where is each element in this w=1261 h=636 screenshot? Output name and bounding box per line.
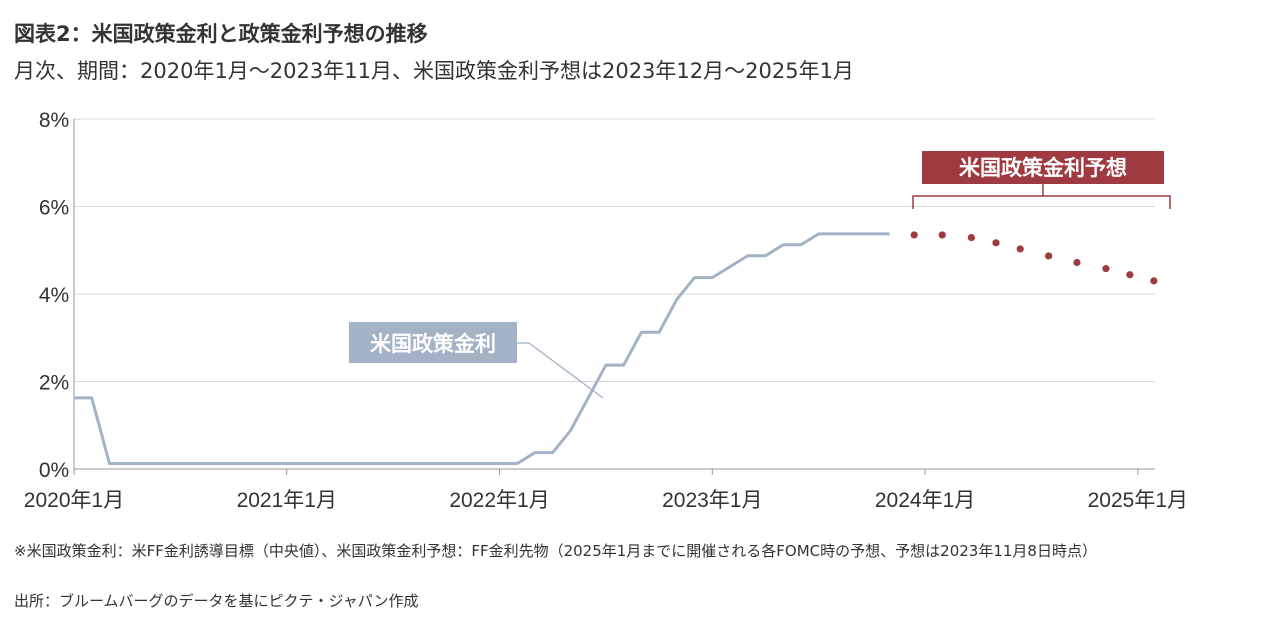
- forecast-point: [1102, 265, 1110, 273]
- source-note: 出所：ブルームバーグのデータを基にピクテ・ジャパン作成: [14, 592, 419, 610]
- forecast-point: [1150, 277, 1158, 285]
- axis-layer: 0% 2% 4% 6% 8% 2020年1月 2021年1月 2022年1月 2023年1月 20…: [24, 109, 1188, 512]
- forecast-point: [910, 231, 918, 239]
- x-tick-label: 2023年1月: [662, 489, 762, 512]
- y-tick-label: 0%: [39, 459, 69, 482]
- forecast-label-box: [922, 151, 1164, 184]
- annotation-layer: 米国政策金利 米国政策金利予想: [349, 151, 1171, 399]
- x-tick-label: 2020年1月: [24, 489, 124, 512]
- forecast-point: [992, 239, 1000, 247]
- x-tick-label: 2021年1月: [237, 489, 337, 512]
- grid-layer: [74, 118, 1155, 382]
- forecast-point: [1045, 252, 1053, 260]
- y-tick-label: 4%: [39, 284, 69, 307]
- actual-callout-box: [349, 322, 517, 363]
- forecast-label: 米国政策金利予想: [959, 156, 1127, 180]
- y-tick-label: 2%: [39, 372, 69, 395]
- forecast-point: [967, 233, 976, 242]
- forecast-point: [1073, 258, 1081, 267]
- forecast-point: [1016, 245, 1024, 253]
- series-line-actual-rate: [74, 232, 890, 466]
- footnote: ※米国政策金利：米FF金利誘導目標（中央値）、米国政策金利予想：FF金利先物（2…: [14, 542, 1097, 560]
- forecast-bracket: [912, 195, 1171, 209]
- forecast-point: [1126, 271, 1134, 279]
- chart-title: 図表2：米国政策金利と政策金利予想の推移: [14, 22, 428, 46]
- chart-subtitle: 月次、期間：2020年1月～2023年11月、米国政策金利予想は2023年12月…: [14, 59, 854, 83]
- x-tick-label: 2024年1月: [875, 489, 975, 512]
- actual-callout-label: 米国政策金利: [370, 332, 496, 356]
- y-tick-label: 6%: [39, 197, 69, 220]
- forecast-point: [938, 231, 946, 239]
- series-layer: [74, 231, 1158, 466]
- y-tick-label: 8%: [39, 109, 69, 132]
- x-tick-label: 2022年1月: [449, 489, 549, 512]
- x-tick-label: 2025年1月: [1088, 489, 1188, 512]
- actual-callout-leader-diagonal: [528, 342, 604, 399]
